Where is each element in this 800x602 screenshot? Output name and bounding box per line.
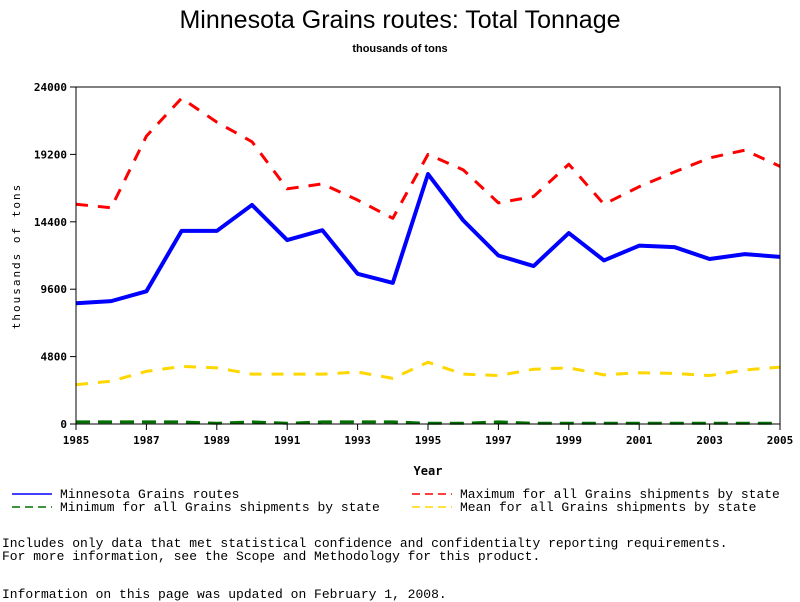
x-tick-label: 2003 (696, 434, 723, 447)
y-axis-label: thousands of tons (10, 183, 23, 330)
x-tick-label: 1995 (415, 434, 442, 447)
x-tick-label: 1991 (274, 434, 301, 447)
y-tick-label: 9600 (41, 283, 68, 296)
x-tick-label: 2005 (767, 434, 794, 447)
legend-label-mean: Mean for all Grains shipments by state (460, 500, 756, 515)
series-line-maximum-for-all-grains-shipments-by-state (76, 98, 780, 218)
y-tick-label: 19200 (34, 148, 67, 161)
x-tick-label: 1989 (204, 434, 231, 447)
x-tick-label: 1993 (344, 434, 371, 447)
note-methodology: For more information, see the Scope and … (2, 549, 540, 564)
y-tick-label: 4800 (41, 351, 68, 364)
legend-label-minimum: Minimum for all Grains shipments by stat… (60, 500, 380, 515)
x-tick-label: 1985 (63, 434, 90, 447)
x-tick-label: 1999 (556, 434, 583, 447)
y-tick-label: 14400 (34, 216, 67, 229)
x-tick-label: 1997 (485, 434, 512, 447)
series-line-minimum-for-all-grains-shipments-by-state (76, 422, 780, 423)
x-tick-label: 2001 (626, 434, 653, 447)
y-tick-label: 0 (60, 418, 67, 431)
x-tick-label: 1987 (133, 434, 160, 447)
x-axis-label: Year (414, 464, 443, 478)
y-tick-label: 24000 (34, 81, 67, 94)
series-line-minnesota-grains-routes (76, 174, 780, 303)
